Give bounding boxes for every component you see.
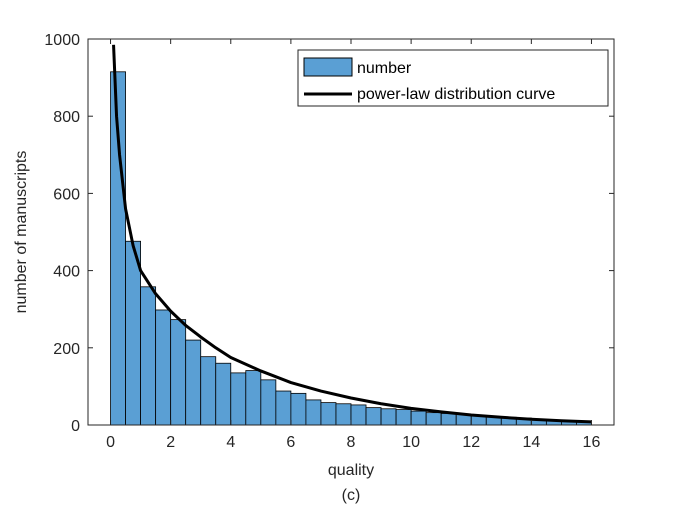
y-tick-label: 1000 [44, 32, 80, 49]
histogram-bar [170, 319, 187, 426]
histogram-bar [305, 399, 322, 426]
histogram-bar [320, 402, 337, 426]
histogram-bar [155, 309, 172, 426]
x-axis-title: quality [328, 462, 374, 479]
histogram-bar [275, 390, 292, 426]
histogram-bar [215, 362, 232, 426]
histogram-bar [245, 370, 262, 426]
figure-caption: (c) [342, 487, 361, 504]
x-tick-label: 8 [347, 434, 356, 451]
histogram-bar [140, 286, 157, 426]
x-tick-label: 0 [106, 434, 115, 451]
x-tick-label: 16 [583, 434, 601, 451]
power-law-curve [112, 44, 592, 424]
legend-swatch-number [303, 57, 353, 77]
histogram-bar [365, 407, 382, 426]
legend-box [297, 49, 609, 107]
x-tick-label: 4 [226, 434, 235, 451]
histogram-bar [125, 240, 141, 426]
histogram-bar [335, 403, 352, 426]
histogram-bar [410, 410, 427, 426]
y-tick-label: 0 [71, 418, 80, 435]
y-tick-label: 200 [53, 341, 80, 358]
histogram-bar [395, 409, 412, 426]
histogram-bar [230, 372, 247, 426]
histogram-bar [200, 356, 217, 426]
histogram-bar [290, 392, 307, 426]
x-tick-label: 10 [402, 434, 420, 451]
legend-label-number: number [357, 60, 412, 77]
x-tick-label: 12 [462, 434, 480, 451]
histogram-bar [425, 412, 442, 426]
y-axis-title: number of manuscripts [13, 151, 30, 314]
y-axis-ticks: 0 200 400 600 800 1000 [44, 32, 614, 435]
histogram-bar [260, 379, 277, 426]
histogram-bars [110, 71, 592, 426]
x-tick-label: 6 [286, 434, 295, 451]
legend: number power-law distribution curve [297, 49, 609, 107]
histogram-bar [380, 408, 397, 426]
x-axis-ticks: 0 2 4 6 8 10 12 14 16 [106, 39, 600, 451]
y-tick-label: 400 [53, 264, 80, 281]
legend-label-power-law: power-law distribution curve [357, 86, 555, 103]
histogram-bar [185, 339, 202, 426]
y-tick-label: 800 [53, 109, 80, 126]
power-law-curve-layer [112, 44, 592, 424]
x-tick-label: 2 [166, 434, 175, 451]
x-tick-label: 14 [522, 434, 540, 451]
histogram-bar [350, 404, 367, 426]
histogram-bar [440, 413, 457, 426]
y-tick-label: 600 [53, 186, 80, 203]
